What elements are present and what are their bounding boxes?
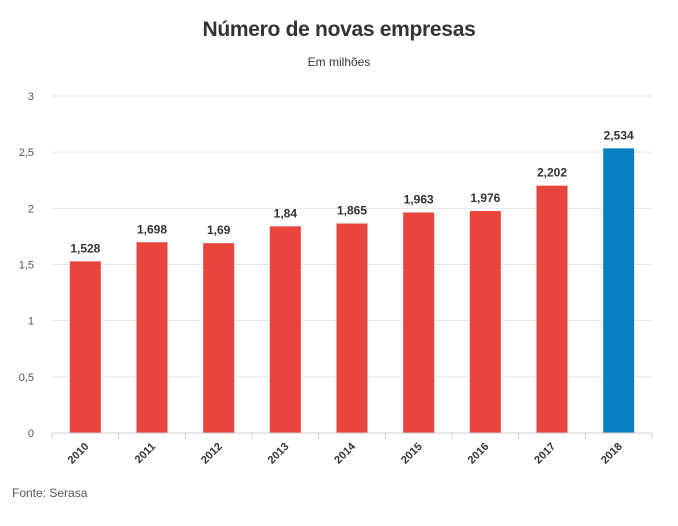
data-label: 2,534 xyxy=(604,128,634,142)
y-tick-label: 1 xyxy=(28,316,34,328)
x-tick-label: 2017 xyxy=(532,441,558,467)
bar xyxy=(336,223,368,433)
x-tick-label: 2018 xyxy=(599,441,625,467)
y-tick-label: 1,5 xyxy=(19,260,34,272)
data-label: 1,84 xyxy=(274,206,298,220)
x-tick-label: 2010 xyxy=(66,441,92,467)
bar xyxy=(469,211,501,433)
y-tick-label: 2,5 xyxy=(19,147,34,159)
x-tick-label: 2011 xyxy=(133,441,158,466)
x-tick-label: 2012 xyxy=(199,441,225,467)
chart-title: Número de novas empresas xyxy=(202,18,476,41)
data-label: 1,528 xyxy=(70,241,100,255)
data-label: 1,976 xyxy=(470,191,500,205)
x-tick-label: 2016 xyxy=(466,441,492,467)
x-tick-label: 2014 xyxy=(332,440,358,466)
y-tick-label: 0,5 xyxy=(19,372,34,384)
bar xyxy=(603,148,635,433)
data-label: 1,865 xyxy=(337,203,367,217)
y-tick-label: 2 xyxy=(28,203,34,215)
bar xyxy=(536,185,568,433)
bar xyxy=(203,243,235,433)
chart-subtitle: Em milhões xyxy=(307,55,371,69)
bar xyxy=(136,242,168,433)
x-tick-label: 2013 xyxy=(266,441,292,467)
data-label: 1,698 xyxy=(137,222,167,236)
y-tick-label: 0 xyxy=(28,428,34,440)
bar xyxy=(69,261,101,433)
data-label: 2,202 xyxy=(537,166,567,180)
x-tick-label: 2015 xyxy=(399,441,425,467)
data-label: 1,963 xyxy=(404,192,434,206)
y-tick-label: 3 xyxy=(28,91,34,103)
source-note: Fonte: Serasa xyxy=(12,486,88,500)
bar xyxy=(403,212,435,433)
data-label: 1,69 xyxy=(207,223,231,237)
bar xyxy=(269,226,301,433)
